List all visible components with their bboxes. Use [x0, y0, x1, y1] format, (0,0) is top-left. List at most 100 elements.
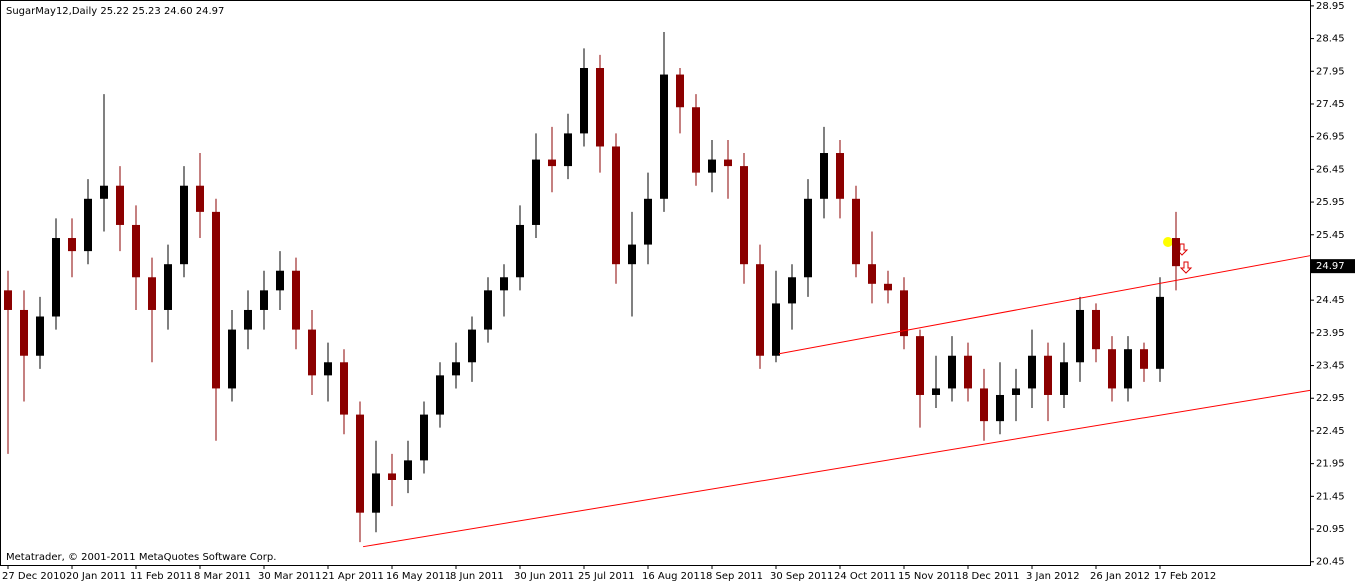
candle-body: [420, 414, 428, 461]
y-tick-label: 23.95: [1316, 328, 1345, 339]
y-tick-label: 27.95: [1316, 66, 1345, 77]
candle-body: [36, 316, 44, 356]
candle-body: [244, 309, 252, 330]
y-tick-label: 26.45: [1316, 164, 1345, 175]
candle-body: [1172, 238, 1180, 267]
candle-body: [260, 290, 268, 310]
trendline: [778, 255, 1311, 355]
candle-body: [868, 264, 876, 284]
x-tick-label: 27 Dec 2010: [2, 571, 66, 582]
candle-body: [148, 277, 156, 310]
x-tick-label: 25 Jul 2011: [578, 571, 635, 582]
candle-body: [340, 362, 348, 415]
y-tick-label: 21.45: [1316, 491, 1345, 502]
candle-body: [84, 198, 92, 252]
candle-body: [180, 185, 188, 265]
candle-body: [676, 74, 684, 108]
candle-body: [292, 270, 300, 330]
candle-body: [52, 238, 60, 317]
x-tick-label: 17 Feb 2012: [1154, 571, 1216, 582]
x-tick-label: 15 Nov 2011: [898, 571, 962, 582]
candle-body: [804, 198, 812, 278]
candle-body: [1092, 309, 1100, 350]
y-tick-label: 24.45: [1316, 295, 1345, 306]
x-tick-label: 11 Feb 2011: [130, 571, 192, 582]
candle-body: [1076, 309, 1084, 363]
candle-body: [1012, 388, 1020, 395]
candle-body: [580, 68, 588, 134]
candle-body: [628, 244, 636, 265]
candle-body: [884, 283, 892, 291]
candle-body: [836, 153, 844, 199]
plot-frame: [0, 0, 1311, 566]
x-tick-label: 30 Jun 2011: [514, 571, 574, 582]
candle-body: [436, 375, 444, 415]
y-tick-label: 26.95: [1316, 132, 1345, 143]
candle-body: [1140, 349, 1148, 369]
candle-body: [1028, 355, 1036, 389]
y-tick-label: 25.45: [1316, 230, 1345, 241]
x-tick-label: 26 Jan 2012: [1090, 571, 1150, 582]
x-tick-label: 16 May 2011: [386, 571, 451, 582]
candle-body: [852, 198, 860, 265]
candle-body: [644, 198, 652, 245]
arrow-marker: [1179, 261, 1193, 274]
candle-body: [948, 355, 956, 389]
candle-body: [324, 362, 332, 376]
trendline: [362, 389, 1311, 548]
candle-body: [1156, 296, 1164, 369]
candle-body: [532, 159, 540, 225]
candle-body: [548, 159, 556, 167]
candle-body: [772, 303, 780, 356]
candle-body: [996, 394, 1004, 422]
candle-body: [196, 185, 204, 212]
candle-body: [356, 414, 364, 513]
candle-body: [692, 107, 700, 173]
x-tick-label: 16 Aug 2011: [642, 571, 706, 582]
candle-body: [916, 336, 924, 395]
candle-body: [1060, 362, 1068, 395]
candle-body: [372, 473, 380, 513]
candle-body: [228, 329, 236, 389]
candle-body: [452, 362, 460, 376]
footer: Metatrader, © 2001-2011 MetaQuotes Softw…: [6, 552, 276, 563]
price-box: [1311, 259, 1355, 274]
price-label: 24.97: [1316, 261, 1345, 272]
candle-body: [484, 290, 492, 330]
candle-body: [740, 166, 748, 265]
candle-body: [308, 329, 316, 376]
candle-body: [756, 264, 764, 356]
candle-body: [516, 224, 524, 278]
candle-body: [116, 185, 124, 225]
candle-body: [980, 388, 988, 422]
x-tick-label: 8 Mar 2011: [194, 571, 251, 582]
candle-body: [724, 159, 732, 167]
chart-title: SugarMay12,Daily 25.22 25.23 24.60 24.97: [6, 6, 224, 17]
candle-body: [388, 473, 396, 480]
y-tick-label: 22.95: [1316, 393, 1345, 404]
x-tick-label: 8 Jun 2011: [450, 571, 504, 582]
candle-body: [900, 290, 908, 337]
candle-body: [500, 277, 508, 291]
y-tick-label: 22.45: [1316, 426, 1345, 437]
candle-body: [708, 159, 716, 173]
x-tick-label: 30 Mar 2011: [258, 571, 321, 582]
candle-body: [660, 74, 668, 199]
y-tick-label: 28.95: [1316, 1, 1345, 12]
candle-body: [788, 277, 796, 304]
y-tick-label: 23.45: [1316, 361, 1345, 372]
candle-body: [164, 264, 172, 310]
candle-body: [4, 290, 12, 310]
candle-body: [1124, 349, 1132, 389]
candle-body: [276, 270, 284, 291]
y-tick-label: 27.45: [1316, 99, 1345, 110]
y-tick-label: 20.95: [1316, 524, 1345, 535]
candle-body: [212, 211, 220, 389]
x-tick-label: 21 Apr 2011: [322, 571, 384, 582]
x-tick-label: 20 Jan 2011: [66, 571, 126, 582]
candle-body: [820, 153, 828, 199]
candle-body: [596, 68, 604, 147]
y-tick-label: 20.45: [1316, 557, 1345, 568]
candle-body: [564, 133, 572, 167]
